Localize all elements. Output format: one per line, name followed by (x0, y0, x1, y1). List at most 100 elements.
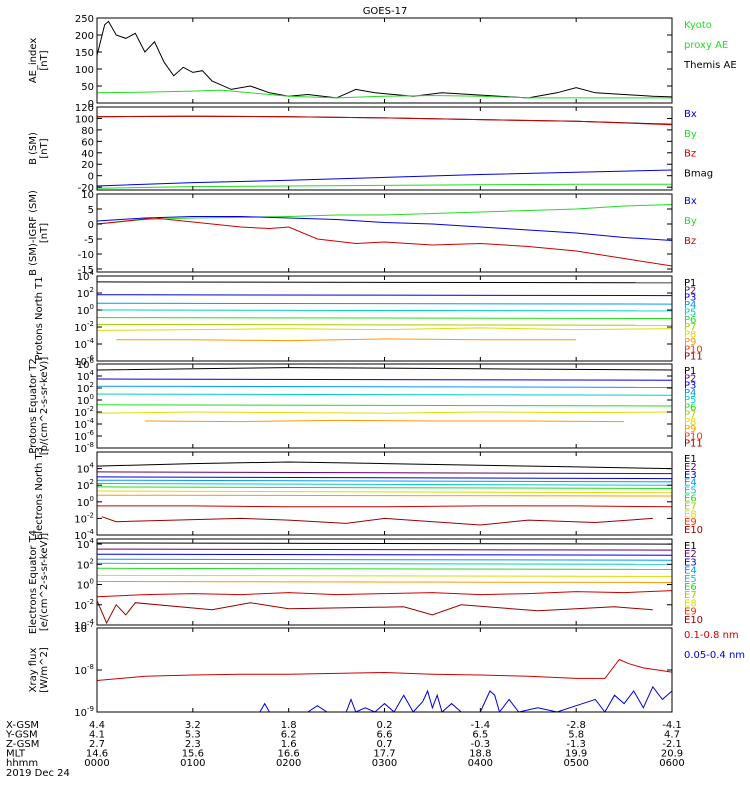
x-row-label: Z-GSM (6, 739, 39, 750)
legend-entry: Kyoto (684, 20, 712, 31)
panel-frame (96, 193, 673, 273)
legend-entry: E6 (684, 582, 697, 593)
y-tick-label: 100 (77, 303, 94, 317)
series-line-p7 (97, 323, 672, 326)
y-tick-label: 104 (77, 537, 95, 551)
legend-entry: P9 (684, 424, 696, 435)
y-tick-label: 102 (77, 286, 94, 300)
y-tick-label: 50 (81, 82, 94, 93)
date-label: 2019 Dec 24 (6, 768, 70, 779)
x-row-value: 0200 (276, 758, 301, 769)
y-tick-label: 0 (88, 99, 94, 110)
series-line-e10 (101, 516, 653, 526)
series-line-e8 (97, 494, 672, 497)
legend-entry: 0.05-0.4 nm (684, 650, 745, 661)
series-line-e7 (97, 574, 672, 577)
series-line-bx (97, 169, 672, 187)
y-tick-label: 0 (88, 172, 94, 183)
legend-entry: Bz (684, 149, 696, 160)
y-axis-label: Electrons North T3 (34, 447, 45, 540)
y-tick-label: 102 (77, 478, 94, 492)
x-row-label: X-GSM (6, 720, 39, 731)
legend-entry: P4 (684, 300, 696, 311)
panel-frame (96, 627, 673, 713)
y-tick-label: 250 (75, 14, 94, 25)
y-tick-label: 102 (77, 557, 94, 571)
legend-entry: P7 (684, 322, 696, 333)
series-line-e2 (97, 471, 672, 475)
x-row-value: 4.1 (89, 730, 105, 741)
x-row-value: 6.6 (377, 730, 393, 741)
x-row-value: 0400 (468, 758, 493, 769)
legend-entry: P1 (684, 278, 696, 289)
x-row-label: Y-GSM (5, 730, 38, 741)
series-line-e4 (97, 479, 672, 483)
y-tick-label: 100 (75, 114, 94, 125)
x-row-value: 4.7 (664, 730, 680, 741)
x-row-value: -1.4 (471, 720, 491, 731)
panel-5-series (97, 367, 672, 423)
x-row-value: 5.3 (185, 730, 201, 741)
y-tick-label: 10-7 (74, 621, 94, 635)
panel-3-series (97, 204, 672, 267)
y-tick-label: 10-8 (74, 441, 94, 455)
series-line-by (97, 204, 672, 225)
legend-entry: Bx (684, 196, 697, 207)
series-line-e2 (97, 548, 672, 551)
panel-1-series (97, 20, 672, 99)
legend-entry: P9 (684, 337, 696, 348)
y-tick-label: 100 (75, 65, 94, 76)
x-row-value: 16.6 (278, 749, 300, 760)
panel-6-series (97, 461, 672, 526)
x-row-value: 0500 (563, 758, 588, 769)
panel-4-series (97, 281, 672, 342)
series-line-kyoto (97, 89, 672, 99)
series-line-e1 (97, 542, 672, 545)
series-line-p4 (97, 385, 672, 388)
legend-entry: Themis AE (683, 60, 737, 71)
legend-entry: E3 (684, 470, 697, 481)
legend-entry: P5 (684, 307, 696, 318)
series-line-bz (97, 217, 672, 267)
legend-entry: E4 (684, 478, 697, 489)
x-row-value: -2.1 (662, 739, 682, 750)
x-row-value: 18.8 (469, 749, 491, 760)
panel-1: 250 200 150 100 50 0 AE_index[nT] Kyoto proxy AE… (28, 14, 737, 110)
legend-entry: E6 (684, 494, 697, 505)
y-axis-label: AE_index[nT] (28, 38, 50, 84)
y-tick-label: 10-8 (74, 663, 94, 677)
y-axis-label: B (SM)[nT] (28, 132, 50, 165)
y-axis-label: Protons North T1 (34, 276, 45, 360)
x-row-value: 6.2 (281, 730, 297, 741)
x-row-value: 5.8 (568, 730, 584, 741)
series-line-e7 (97, 490, 672, 494)
x-row-value: 14.6 (86, 749, 108, 760)
series-line-e6 (97, 486, 672, 489)
legend-entry: P1 (684, 366, 696, 377)
panel-8-series (97, 658, 672, 712)
x-row-value: 20.9 (661, 749, 683, 760)
series-line-e3 (97, 476, 672, 480)
series-line-p6 (97, 317, 672, 319)
y-tick-label: 5 (88, 205, 94, 216)
series-line-e1 (97, 461, 672, 470)
x-row-value: -4.1 (662, 720, 682, 731)
y-tick-label: 40 (81, 149, 94, 160)
series-line-themis-ae (97, 20, 672, 99)
y-tick-label: 0 (88, 220, 94, 231)
legend-entry: P4 (684, 388, 696, 399)
legend-entry: E8 (684, 598, 697, 609)
series-line-e5 (97, 562, 672, 565)
legend-entry: proxy AE (684, 40, 728, 51)
series-line-p8 (97, 411, 672, 414)
y-tick-label: 20 (81, 160, 94, 171)
x-row-value: 0600 (659, 758, 684, 769)
series-line-p4 (97, 302, 672, 305)
legend-entry: E4 (684, 566, 697, 577)
legend-entry: E9 (684, 607, 697, 618)
x-row-value: 0100 (180, 758, 205, 769)
legend-entry: P2 (684, 373, 696, 384)
